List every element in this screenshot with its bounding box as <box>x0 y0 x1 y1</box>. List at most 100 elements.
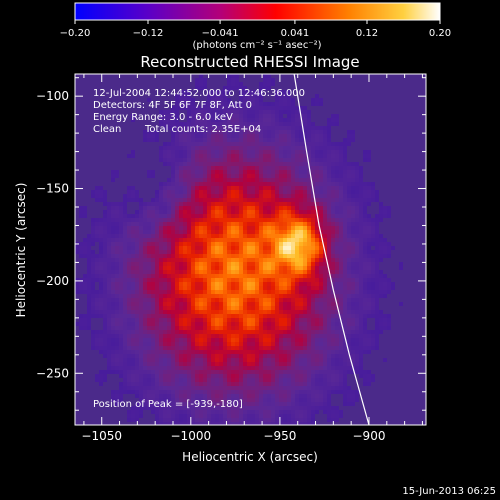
heatmap-cell <box>167 234 171 238</box>
heatmap-cell <box>191 354 195 358</box>
heatmap-cell <box>203 142 207 146</box>
heatmap-cell <box>119 202 123 206</box>
heatmap-cell <box>167 310 171 314</box>
heatmap-cell <box>251 210 255 214</box>
heatmap-cell <box>191 318 195 322</box>
heatmap-cell <box>319 358 323 362</box>
heatmap-cell <box>311 286 315 290</box>
heatmap-cell <box>159 358 163 362</box>
heatmap-cell <box>371 226 375 230</box>
heatmap-cell <box>311 198 315 202</box>
heatmap-cell <box>207 202 211 206</box>
heatmap-cell <box>151 402 155 406</box>
heatmap-cell <box>131 282 135 286</box>
heatmap-cell <box>207 266 211 270</box>
heatmap-cell <box>179 162 183 166</box>
heatmap-cell <box>207 170 211 174</box>
heatmap-cell <box>207 310 211 314</box>
heatmap-cell <box>351 254 355 258</box>
heatmap-cell <box>343 354 347 358</box>
heatmap-cell <box>175 222 179 226</box>
heatmap-cell <box>363 266 367 270</box>
heatmap-cell <box>327 202 331 206</box>
heatmap-cell <box>243 130 247 134</box>
heatmap-cell <box>207 402 211 406</box>
heatmap-cell <box>299 266 303 270</box>
heatmap-cell <box>159 390 163 394</box>
heatmap-cell <box>275 174 279 178</box>
heatmap-cell <box>323 178 327 182</box>
heatmap-cell <box>187 318 191 322</box>
heatmap-cell <box>107 366 111 370</box>
heatmap-cell <box>287 190 291 194</box>
heatmap-cell <box>135 354 139 358</box>
heatmap-cell <box>279 158 283 162</box>
heatmap-cell <box>207 230 211 234</box>
heatmap-cell <box>315 318 319 322</box>
heatmap-cell <box>339 246 343 250</box>
heatmap-cell <box>199 362 203 366</box>
heatmap-cell <box>227 278 231 282</box>
heatmap-cell <box>335 162 339 166</box>
heatmap-cell <box>167 126 171 130</box>
colorbar-tick-label: −0.20 <box>60 28 91 39</box>
heatmap-cell <box>79 286 83 290</box>
heatmap-cell <box>95 262 99 266</box>
heatmap-cell <box>147 210 151 214</box>
heatmap-cell <box>295 318 299 322</box>
heatmap-cell <box>283 138 287 142</box>
heatmap-cell <box>319 282 323 286</box>
heatmap-cell <box>339 386 343 390</box>
heatmap-cell <box>235 246 239 250</box>
heatmap-cell <box>239 130 243 134</box>
heatmap-cell <box>99 262 103 266</box>
heatmap-cell <box>139 262 143 266</box>
heatmap-cell <box>215 314 219 318</box>
heatmap-cell <box>239 182 243 186</box>
heatmap-cell <box>299 398 303 402</box>
heatmap-cell <box>191 286 195 290</box>
heatmap-cell <box>167 354 171 358</box>
heatmap-cell <box>335 174 339 178</box>
heatmap-cell <box>115 270 119 274</box>
heatmap-cell <box>343 266 347 270</box>
heatmap-cell <box>371 330 375 334</box>
heatmap-cell <box>223 226 227 230</box>
heatmap-cell <box>199 298 203 302</box>
heatmap-cell <box>199 386 203 390</box>
heatmap-cell <box>219 158 223 162</box>
heatmap-cell <box>383 282 387 286</box>
heatmap-cell <box>147 354 151 358</box>
heatmap-cell <box>187 298 191 302</box>
heatmap-cell <box>311 142 315 146</box>
heatmap-cell <box>327 334 331 338</box>
heatmap-cell <box>171 190 175 194</box>
heatmap-cell <box>275 170 279 174</box>
heatmap-cell <box>111 306 115 310</box>
heatmap-cell <box>295 294 299 298</box>
heatmap-cell <box>335 366 339 370</box>
heatmap-cell <box>247 266 251 270</box>
heatmap-cell <box>203 310 207 314</box>
heatmap-cell <box>147 358 151 362</box>
heatmap-cell <box>279 134 283 138</box>
heatmap-cell <box>263 278 267 282</box>
heatmap-cell <box>263 282 267 286</box>
heatmap-cell <box>347 322 351 326</box>
heatmap-cell <box>147 398 151 402</box>
heatmap-cell <box>143 262 147 266</box>
heatmap-cell <box>167 238 171 242</box>
heatmap-cell <box>251 354 255 358</box>
heatmap-cell <box>347 310 351 314</box>
heatmap-cell <box>119 214 123 218</box>
heatmap-cell <box>231 82 235 86</box>
heatmap-cell <box>331 194 335 198</box>
heatmap-cell <box>255 114 259 118</box>
heatmap-cell <box>123 338 127 342</box>
heatmap-cell <box>267 210 271 214</box>
heatmap-cell <box>175 126 179 130</box>
heatmap-cell <box>351 182 355 186</box>
heatmap-cell <box>243 194 247 198</box>
heatmap-cell <box>251 254 255 258</box>
heatmap-cell <box>151 282 155 286</box>
